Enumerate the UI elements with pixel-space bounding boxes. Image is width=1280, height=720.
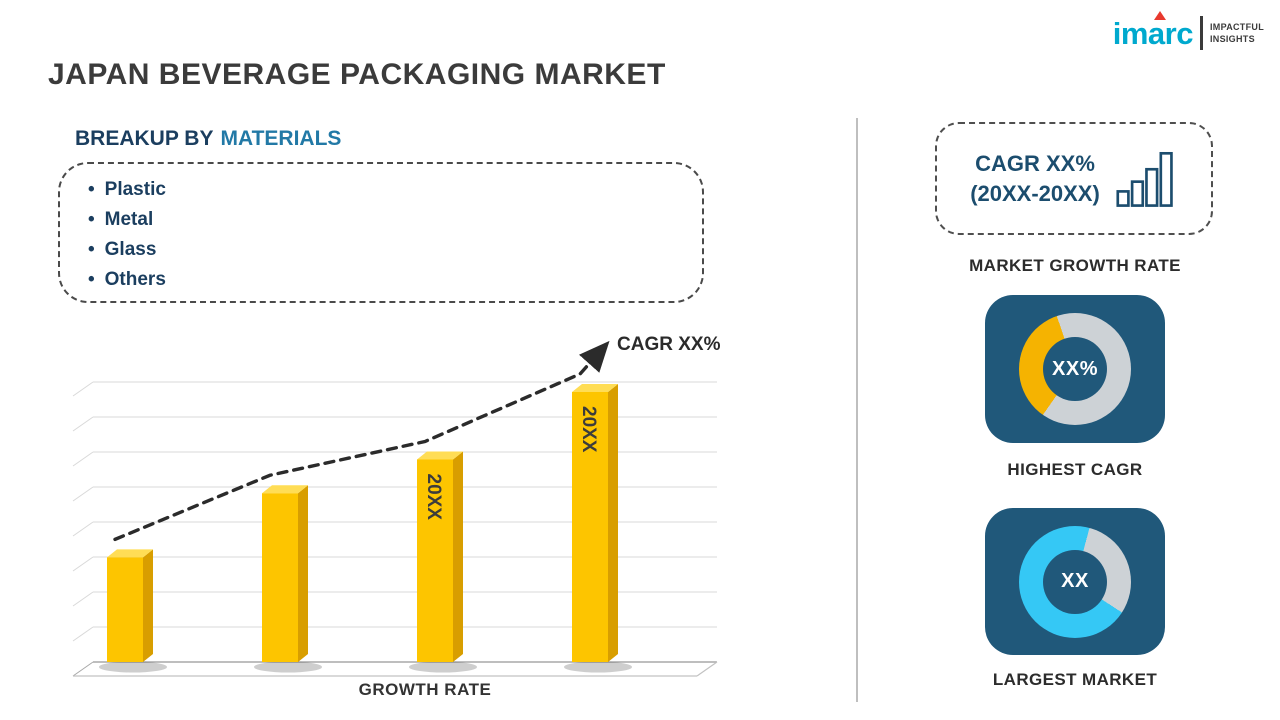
largest-market-label: LARGEST MARKET: [992, 670, 1158, 689]
breakup-heading-highlight: MATERIALS: [220, 127, 342, 150]
logo-divider: [1199, 16, 1203, 50]
bullet-icon: [88, 175, 105, 205]
cagr-trend-label: CAGR XX%: [617, 334, 721, 355]
largest-market-card: XX: [985, 508, 1165, 655]
bullet-icon: [88, 205, 105, 235]
material-item-label: Metal: [104, 209, 154, 230]
highest-cagr-label: HIGHEST CAGR: [1007, 460, 1143, 479]
highest-cagr-card: XX%: [985, 295, 1165, 443]
material-item-glass: Glass: [88, 235, 702, 265]
cagr-box-text: CAGR XX% (20XX-20XX): [970, 149, 1100, 208]
growth-rate-axis-label: GROWTH RATE: [358, 680, 492, 699]
donut-hole: [1043, 549, 1107, 614]
growth-bar-chart: 20XX 20XX CAGR XX%: [65, 330, 725, 690]
logo-tagline-line2: INSIGHTS: [1209, 34, 1255, 44]
material-item-label: Glass: [104, 239, 157, 260]
imarc-wordmark: imarc: [1112, 10, 1194, 51]
material-item-others: Others: [88, 265, 702, 295]
bar-chart-icon: [1116, 151, 1173, 207]
svg-text:20XX: 20XX: [423, 474, 444, 521]
svg-text:20XX: 20XX: [578, 406, 599, 453]
largest-market-value: XX: [1061, 570, 1089, 592]
logo-tagline: IMPACTFUL INSIGHTS: [1210, 21, 1264, 45]
breakup-heading: BREAKUP BY MATERIALS: [75, 127, 341, 151]
market-growth-rate-label: MARKET GROWTH RATE: [969, 256, 1181, 275]
cagr-box: CAGR XX% (20XX-20XX): [935, 122, 1213, 235]
material-item-metal: Metal: [88, 205, 702, 235]
materials-box: Plastic Metal Glass Others: [58, 162, 704, 303]
logo-tagline-line1: IMPACTFUL: [1209, 21, 1264, 32]
highest-cagr-donut: XX%: [1019, 313, 1131, 425]
highest-cagr-value: XX%: [1052, 357, 1098, 380]
imarc-logo: imarc IMPACTFUL INSIGHTS: [1112, 10, 1264, 51]
breakup-heading-prefix: BREAKUP BY: [75, 127, 214, 150]
bullet-icon: [88, 265, 105, 295]
largest-market-donut: XX: [1019, 525, 1131, 638]
material-item-plastic: Plastic: [88, 175, 702, 205]
logo-accent-mark: [1154, 10, 1167, 20]
material-item-label: Plastic: [104, 179, 166, 200]
donut-hole: [1043, 337, 1107, 401]
page-title: JAPAN BEVERAGE PACKAGING MARKET: [48, 58, 666, 91]
cagr-period: (20XX-20XX): [970, 180, 1100, 206]
section-divider: [856, 118, 858, 702]
cagr-value: CAGR XX%: [975, 150, 1095, 176]
bullet-icon: [88, 235, 105, 265]
growth-bar-chart-svg: 20XX 20XX: [72, 340, 718, 677]
imarc-wordmark-text: imarc: [1112, 15, 1194, 51]
material-item-label: Others: [104, 269, 166, 290]
